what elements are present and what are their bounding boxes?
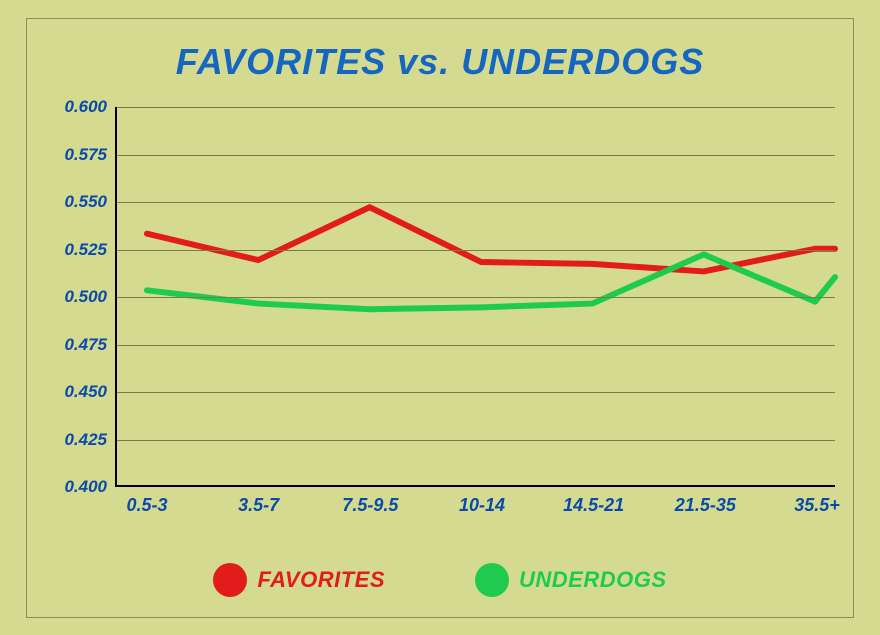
y-axis-label: 0.475 — [64, 335, 117, 355]
chart-lines — [117, 107, 835, 485]
gridline — [117, 392, 835, 393]
legend-swatch-underdogs — [475, 563, 509, 597]
gridline — [117, 202, 835, 203]
legend-item-favorites: FAVORITES — [213, 563, 385, 597]
series-line-favorites — [147, 207, 835, 271]
gridline — [117, 107, 835, 108]
y-axis-label: 0.450 — [64, 382, 117, 402]
y-axis-label: 0.500 — [64, 287, 117, 307]
x-axis-label: 0.5-3 — [126, 485, 167, 516]
page-background: FAVORITES vs. UNDERDOGS 0.4000.4250.4500… — [0, 0, 880, 635]
x-axis-label: 14.5-21 — [563, 485, 624, 516]
legend-swatch-favorites — [213, 563, 247, 597]
gridline — [117, 250, 835, 251]
y-axis-label: 0.525 — [64, 240, 117, 260]
plot-area: 0.4000.4250.4500.4750.5000.5250.5500.575… — [115, 107, 835, 487]
y-axis-label: 0.575 — [64, 145, 117, 165]
gridline — [117, 345, 835, 346]
x-axis-label: 7.5-9.5 — [342, 485, 398, 516]
y-axis-label: 0.600 — [64, 97, 117, 117]
chart-panel: FAVORITES vs. UNDERDOGS 0.4000.4250.4500… — [26, 18, 854, 618]
chart-title: FAVORITES vs. UNDERDOGS — [27, 41, 853, 83]
legend-item-underdogs: UNDERDOGS — [475, 563, 667, 597]
y-axis-label: 0.425 — [64, 430, 117, 450]
x-axis-label: 35.5+ — [794, 485, 840, 516]
gridline — [117, 155, 835, 156]
y-axis-label: 0.550 — [64, 192, 117, 212]
legend-label-underdogs: UNDERDOGS — [519, 567, 667, 593]
gridline — [117, 297, 835, 298]
x-axis-label: 10-14 — [459, 485, 505, 516]
x-axis-label: 21.5-35 — [675, 485, 736, 516]
legend-label-favorites: FAVORITES — [257, 567, 385, 593]
legend: FAVORITES UNDERDOGS — [27, 563, 853, 597]
gridline — [117, 440, 835, 441]
x-axis-label: 3.5-7 — [238, 485, 279, 516]
y-axis-label: 0.400 — [64, 477, 117, 497]
